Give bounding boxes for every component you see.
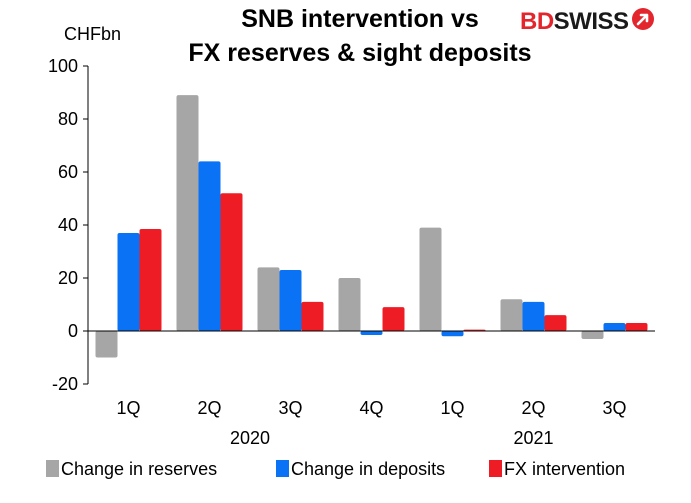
bar-change-in-reserves (95, 331, 118, 358)
x-tick-label: 2Q (521, 398, 545, 418)
bar-fx-intervention (301, 301, 324, 331)
x-group-label: 2021 (513, 428, 553, 448)
bar-change-in-deposits (522, 301, 545, 331)
bar-change-in-reserves (176, 95, 199, 332)
x-group-label: 2020 (230, 428, 270, 448)
bar-change-in-reserves (338, 278, 361, 331)
chart-title-line-2: FX reserves & sight deposits (188, 39, 532, 67)
bar-change-in-reserves (500, 299, 523, 331)
y-tick-labels: -20 0 20 40 60 80 100 (48, 56, 78, 394)
bar-change-in-reserves (257, 267, 280, 331)
chart-title: SNB intervention vs FX reserves & sight … (150, 2, 570, 70)
legend-label: FX intervention (504, 459, 626, 479)
y-tick-label: 40 (58, 215, 78, 235)
x-tick-label: 1Q (116, 398, 140, 418)
y-axis-unit-label: CHFbn (64, 24, 122, 44)
legend-swatch (489, 460, 502, 477)
bar-change-in-deposits (441, 331, 464, 337)
bar-fx-intervention (382, 307, 405, 331)
logo-arrow-icon (631, 8, 654, 30)
bar-fx-intervention (544, 315, 567, 331)
y-tick-label: 0 (68, 321, 78, 341)
y-tick-label: 80 (58, 109, 78, 129)
bar-change-in-deposits (279, 270, 302, 331)
x-tick-label: 2Q (197, 398, 221, 418)
bar-fx-intervention (139, 228, 162, 331)
y-tick-label: 60 (58, 162, 78, 182)
legend-label: Change in deposits (291, 459, 446, 479)
x-tick-labels: 1Q 2Q 3Q 4Q 1Q 2Q 3Q 2020 2021 (116, 398, 626, 448)
legend-item: Change in reserves (46, 459, 217, 480)
y-tick-label: 20 (58, 268, 78, 288)
chart-title-line-1: SNB intervention vs (241, 5, 479, 33)
x-tick-label: 3Q (602, 398, 626, 418)
x-tick-label: 3Q (278, 398, 302, 418)
bar-marks (95, 95, 648, 358)
logo-text-bd: BD (520, 8, 554, 35)
legend-swatch (276, 460, 289, 477)
legend-swatch (46, 460, 59, 477)
bar-change-in-deposits (117, 232, 140, 331)
bdswiss-logo: BDSWISS (520, 7, 655, 36)
bar-change-in-deposits (360, 331, 383, 335)
bar-change-in-deposits (603, 323, 626, 331)
bar-fx-intervention (625, 323, 648, 331)
axes (83, 65, 655, 385)
x-tick-label: 1Q (440, 398, 464, 418)
legend-item: FX intervention (489, 459, 625, 480)
x-tick-label: 4Q (359, 398, 383, 418)
legend-item: Change in deposits (276, 459, 445, 480)
bar-change-in-reserves (419, 227, 442, 331)
y-tick-label: -20 (52, 374, 78, 394)
legend-label: Change in reserves (61, 459, 218, 479)
logo-text-swiss: SWISS (553, 8, 629, 35)
bar-fx-intervention (220, 193, 243, 331)
y-tick-label: 100 (48, 56, 78, 76)
bar-change-in-deposits (198, 161, 221, 331)
bar-change-in-reserves (581, 331, 604, 339)
